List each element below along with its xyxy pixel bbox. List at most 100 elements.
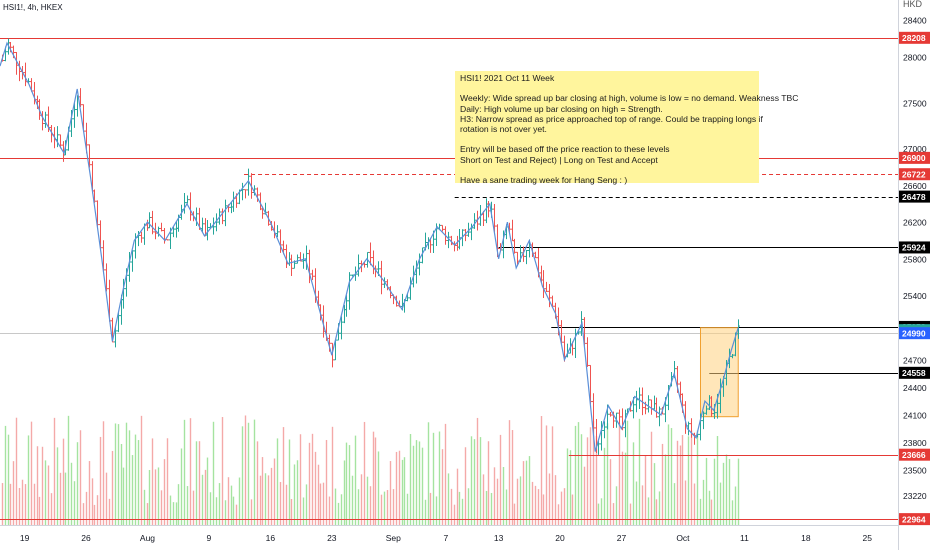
price-label-bg [899,190,930,203]
volume-bar [36,446,39,525]
volume-bar [325,439,328,525]
volume-bar [212,421,215,525]
volume-bar [542,494,545,525]
volume-bar [302,497,305,525]
time-tick-label: 16 [266,533,276,543]
volume-bar [30,421,33,525]
volume-bar [189,418,192,525]
volume-bar [360,474,363,525]
volume-bar [244,415,247,525]
volume-bar [664,454,667,525]
price-levels [0,38,898,520]
volume-bar [1,483,4,525]
price-tick-label: 23500 [903,465,927,475]
volume-bar [70,462,73,525]
volume-bar [357,489,360,525]
volume-bar [56,447,59,525]
price-label-text: 26722 [902,169,926,179]
volume-bar [41,446,44,525]
volume-bar [47,465,50,525]
volume-bar [554,475,557,525]
currency-label: HKD [903,0,923,9]
time-tick-label: 13 [494,533,504,543]
highlight-rect [699,327,739,418]
volume-bar [27,435,30,525]
candlesticks [1,38,740,455]
volume-bar [183,419,186,525]
volume-bar [696,430,699,525]
price-tick-label: 28400 [903,16,927,26]
volume-bar [597,503,600,525]
volume-bar [473,439,476,525]
volume-bar [146,503,149,525]
volume-bar [50,493,53,525]
volume-bar [73,481,76,525]
volume-bar [334,488,337,525]
volume-bar [91,478,94,525]
volume-bar [728,458,731,525]
volume-bar [563,488,566,525]
volume-bar [403,457,406,525]
volume-bar [566,448,569,525]
volume-bar [9,483,12,525]
volume-bar [626,420,629,525]
volume-bar [600,498,603,525]
volume-bar [322,482,325,525]
volume-bar [166,438,169,525]
volume-bar [655,499,658,525]
volume-bar [122,467,125,525]
volume-bar [198,441,201,525]
annotation-note[interactable]: HSI1! 2021 Oct 11 Week Weekly: Wide sprea… [455,71,798,185]
volume-bar [337,502,340,525]
volume-bar [571,494,574,525]
price-label-bg [899,513,930,526]
volume-bar [395,451,398,525]
volume-bar [296,460,299,525]
symbol-label[interactable]: HSI1!, 4h, HKEX [3,3,63,12]
volume-bars [1,415,740,525]
volume-bar [314,451,317,525]
volume-bar [345,442,348,525]
volume-bar [270,467,273,525]
volume-bar [201,474,204,525]
volume-bar [615,486,618,525]
volume-bar [713,458,716,525]
volume-bar [719,482,722,525]
volume-bar [458,491,461,525]
volume-bar [221,417,224,525]
volume-bar [131,455,134,525]
volume-bar [79,430,82,525]
price-tick-label: 27000 [903,144,927,154]
volume-bar [545,425,548,525]
volume-bar [560,491,563,525]
volume-bar [282,427,285,525]
price-tick-label: 23800 [903,438,927,448]
volume-bar [343,460,346,525]
time-axis[interactable]: 19 26 Aug 9 16 23 Sep 7 13 20 27 Oct 11 18 25 [0,525,898,544]
volume-bar [288,439,291,525]
volume-bar [386,490,389,525]
volume-bar [470,436,473,525]
volume-bar [447,473,450,525]
volume-bar [290,498,293,525]
time-tick-label: 18 [801,533,811,543]
volume-bar [635,481,638,525]
time-tick-label: 20 [555,533,565,543]
volume-bar [354,435,357,525]
volume-bar [186,486,189,525]
volume-bar [366,476,369,525]
volume-bar [363,421,366,525]
price-label-text: 26900 [902,153,926,163]
volume-bar [102,421,105,525]
volume-bar [737,458,740,525]
price-axis[interactable]: 28400 28000 27500 27000 26600 26200 25800 25400… [898,0,927,550]
volume-bar [18,487,21,525]
annotation-line [460,134,754,144]
volume-bar [285,484,288,525]
volume-bar [731,500,734,525]
volume-bar [369,486,372,525]
price-tick-label: 26600 [903,181,927,191]
volume-bar [64,472,67,525]
volume-bar [328,496,331,525]
